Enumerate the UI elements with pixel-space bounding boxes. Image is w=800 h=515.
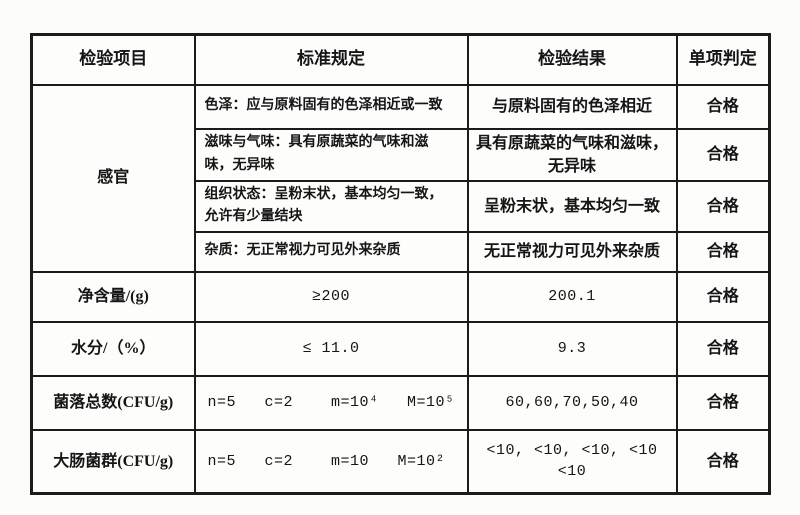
cell-total-plate-count-item: 菌落总数(CFU/g) xyxy=(30,374,196,431)
row-color: 感官 色泽：应与原料固有的色泽相近或一致 与原料固有的色泽相近 合格 xyxy=(30,83,771,273)
cell-coliform-standard: n=5 c=2 m=10 M=10² xyxy=(193,428,469,495)
cell-impurities-standard: 杂质：无正常视力可见外来杂质 xyxy=(193,230,469,273)
cell-moisture-standard: ≤ 11.0 xyxy=(193,320,469,377)
row-impurities: 杂质：无正常视力可见外来杂质 无正常视力可见外来杂质 合格 xyxy=(32,230,771,273)
cell-moisture-verdict: 合格 xyxy=(675,320,771,377)
cell-impurities-result: 无正常视力可见外来杂质 xyxy=(466,230,678,273)
cell-taste-odor-standard: 滋味与气味：具有原蔬菜的气味和滋 味，无异味 xyxy=(193,127,469,182)
cell-coliform-item: 大肠菌群(CFU/g) xyxy=(30,428,196,495)
cell-net-content-standard: ≥200 xyxy=(193,270,469,323)
row-total-plate-count: 菌落总数(CFU/g) n=5 c=2 m=10⁴ M=10⁵ 60,60,70… xyxy=(30,374,771,431)
cell-net-content-verdict: 合格 xyxy=(675,270,771,323)
cell-taste-odor-result: 具有原蔬菜的气味和滋味， 无异味 xyxy=(466,127,678,182)
cell-texture-standard: 组织状态：呈粉末状，基本均匀一致， 允许有少量结块 xyxy=(193,179,469,233)
row-taste-odor: 滋味与气味：具有原蔬菜的气味和滋 味，无异味 具有原蔬菜的气味和滋味， 无异味 … xyxy=(32,127,771,182)
row-coliform: 大肠菌群(CFU/g) n=5 c=2 m=10 M=10² <10, <10,… xyxy=(30,428,771,495)
col-header-inspection-item: 检验项目 xyxy=(30,33,196,86)
row-texture: 组织状态：呈粉末状，基本均匀一致， 允许有少量结块 呈粉末状，基本均匀一致 合格 xyxy=(32,179,771,233)
cell-moisture-result: 9.3 xyxy=(466,320,678,377)
inspection-report-table: 检验项目 标准规定 检验结果 单项判定 感官 色泽：应与原料固有的色泽相近或一致… xyxy=(30,33,771,496)
cell-impurities-verdict: 合格 xyxy=(675,230,771,273)
cell-net-content-item: 净含量/(g) xyxy=(30,270,196,323)
row-moisture: 水分/（%） ≤ 11.0 9.3 合格 xyxy=(30,320,771,377)
cell-total-plate-count-result: 60,60,70,50,40 xyxy=(466,374,678,431)
col-header-individual-judgment: 单项判定 xyxy=(675,33,771,86)
scanned-document-page: 检验项目 标准规定 检验结果 单项判定 感官 色泽：应与原料固有的色泽相近或一致… xyxy=(0,33,800,515)
cell-texture-result: 呈粉末状，基本均匀一致 xyxy=(466,179,678,233)
cell-total-plate-count-standard: n=5 c=2 m=10⁴ M=10⁵ xyxy=(193,374,469,431)
cell-coliform-result: <10, <10, <10, <10 <10 xyxy=(466,428,678,495)
cell-color-result: 与原料固有的色泽相近 xyxy=(466,83,678,130)
col-header-inspection-result: 检验结果 xyxy=(466,33,678,86)
cell-moisture-item: 水分/（%） xyxy=(30,320,196,377)
row-net-content: 净含量/(g) ≥200 200.1 合格 xyxy=(30,270,771,323)
header-row: 检验项目 标准规定 检验结果 单项判定 xyxy=(30,33,771,86)
cell-taste-odor-verdict: 合格 xyxy=(675,127,771,182)
cell-coliform-verdict: 合格 xyxy=(675,428,771,495)
cell-color-standard: 色泽：应与原料固有的色泽相近或一致 xyxy=(193,83,469,130)
cell-sensory-group-label: 感官 xyxy=(30,83,196,273)
cell-color-verdict: 合格 xyxy=(675,83,771,130)
cell-total-plate-count-verdict: 合格 xyxy=(675,374,771,431)
cell-texture-verdict: 合格 xyxy=(675,179,771,233)
cell-net-content-result: 200.1 xyxy=(466,270,678,323)
col-header-standard-requirement: 标准规定 xyxy=(193,33,469,86)
